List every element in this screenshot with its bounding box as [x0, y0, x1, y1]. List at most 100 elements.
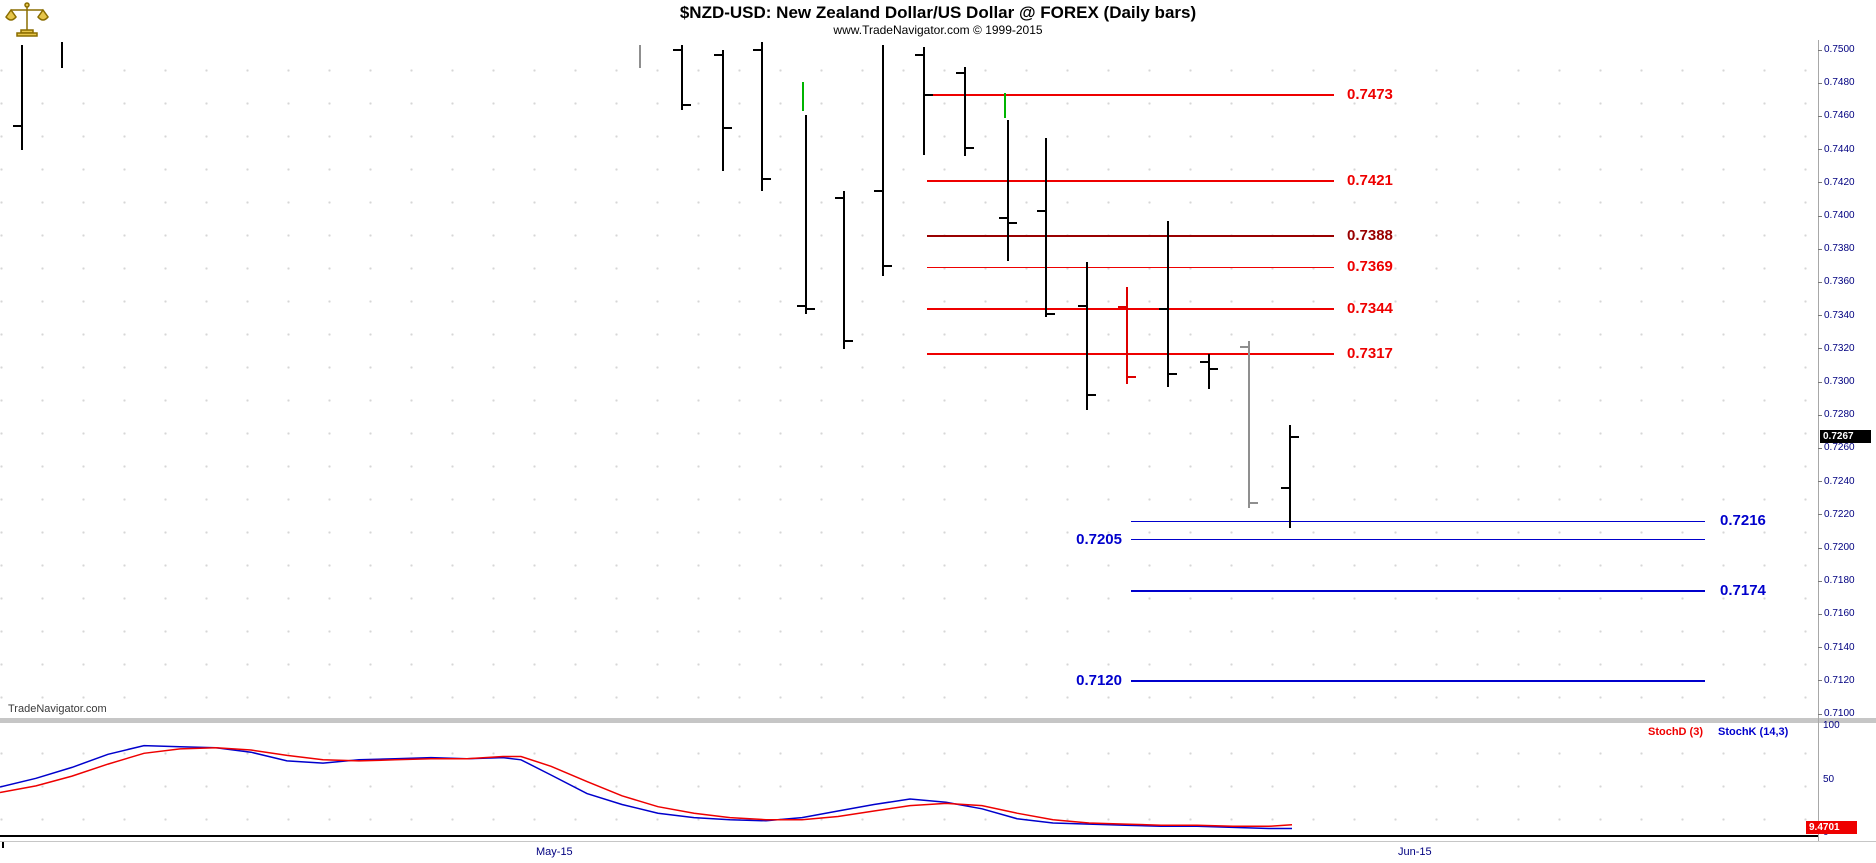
price-axis-tick: [1818, 680, 1822, 682]
price-bar-close-tick: [1047, 312, 1055, 315]
price-bar-open-tick: [1037, 210, 1045, 213]
price-axis-label: 0.7360: [1824, 276, 1855, 288]
price-axis-label: 0.7500: [1824, 44, 1855, 55]
legend-stochk[interactable]: StochK (14,3): [1718, 726, 1789, 738]
price-bar: [1208, 353, 1210, 389]
price-axis-tick: [1818, 547, 1822, 549]
support-line[interactable]: [1131, 590, 1705, 592]
price-axis-label: 0.7340: [1824, 309, 1855, 321]
resistance-level-label[interactable]: 0.7344: [1347, 299, 1393, 317]
price-bar-open-tick: [874, 190, 882, 193]
price-bar: [882, 45, 884, 276]
price-axis-tick: [1818, 647, 1822, 649]
support-level-label[interactable]: 0.7174: [1720, 582, 1766, 600]
price-bar-close-tick: [1088, 394, 1096, 397]
price-axis-label: 0.7320: [1824, 342, 1855, 354]
price-bar-open-tick: [1078, 304, 1086, 307]
resistance-line[interactable]: [927, 353, 1334, 355]
price-axis-label: 0.7180: [1824, 575, 1855, 587]
stoch-zero-line: [0, 835, 1818, 837]
price-bar: [722, 50, 724, 172]
price-bar-close-tick: [1250, 502, 1258, 505]
price-bar: [805, 114, 807, 314]
price-bar-close-tick: [724, 127, 732, 130]
price-bar: [639, 45, 641, 69]
price-axis-tick: [1818, 82, 1822, 84]
time-axis-label-may: May-15: [536, 846, 573, 858]
price-bar-close-tick: [1009, 221, 1017, 224]
resistance-line[interactable]: [927, 180, 1334, 182]
price-bar-open-tick: [797, 304, 805, 307]
resistance-level-label[interactable]: 0.7473: [1347, 85, 1393, 103]
chart-title: $NZD-USD: New Zealand Dollar/US Dollar @…: [679, 3, 1197, 22]
price-axis-tick: [1818, 315, 1822, 317]
stochd-line[interactable]: [0, 747, 1293, 828]
price-bar: [1167, 220, 1169, 387]
time-axis[interactable]: May-15 Jun-15: [0, 842, 1876, 863]
time-axis-tick: [2, 842, 4, 848]
support-line[interactable]: [1131, 538, 1705, 541]
resistance-level-label[interactable]: 0.7317: [1347, 344, 1393, 362]
price-axis-label: 0.7420: [1824, 176, 1855, 188]
price-bar-open-tick: [1159, 307, 1167, 310]
price-bar-open-tick: [915, 53, 923, 56]
price-chart-panel[interactable]: [0, 40, 1818, 718]
price-axis-tick: [1818, 580, 1822, 582]
stoch-axis-100: 100: [1823, 720, 1840, 731]
stochk-line[interactable]: [0, 744, 1292, 830]
support-line[interactable]: [1131, 520, 1705, 523]
price-bar-open-tick: [1281, 487, 1289, 490]
price-axis-tick: [1818, 414, 1822, 416]
resistance-level-label[interactable]: 0.7421: [1347, 172, 1393, 190]
resistance-line[interactable]: [927, 235, 1334, 237]
price-bar: [1004, 93, 1006, 119]
price-bar-close-tick: [1210, 367, 1218, 370]
resistance-line[interactable]: [927, 94, 1334, 96]
price-axis-tick: [1818, 381, 1822, 383]
support-level-label[interactable]: 0.7216: [1720, 512, 1766, 530]
resistance-level-label[interactable]: 0.7388: [1347, 226, 1393, 244]
panel-separator: [0, 718, 1876, 723]
price-bar-close-tick: [925, 93, 933, 96]
scales-icon: [5, 2, 49, 37]
price-bar-close-tick: [845, 339, 853, 342]
resistance-line[interactable]: [927, 266, 1334, 269]
tradenavigator-logo: [4, 1, 52, 39]
stochastic-panel[interactable]: [0, 723, 1818, 835]
price-axis-label: 0.7160: [1824, 608, 1855, 620]
price-bar-open-tick: [1240, 346, 1248, 349]
resistance-line[interactable]: [927, 308, 1334, 310]
price-bar-close-tick: [884, 264, 892, 267]
price-axis-tick: [1818, 481, 1822, 483]
price-axis-border: [1818, 40, 1819, 841]
support-level-label[interactable]: 0.7120: [1076, 671, 1122, 689]
price-bar-close-tick: [763, 178, 771, 181]
price-bar-open-tick: [1200, 361, 1208, 364]
time-axis-border: [0, 841, 1876, 842]
price-axis-label: 0.7480: [1824, 77, 1855, 89]
price-bar-close-tick: [683, 103, 691, 106]
price-bar: [61, 41, 63, 69]
price-axis-label: 0.7240: [1824, 475, 1855, 487]
price-bar-open-tick: [13, 125, 21, 128]
price-axis-tick: [1818, 149, 1822, 151]
price-axis-tick: [1818, 248, 1822, 250]
legend-stochd[interactable]: StochD (3): [1648, 726, 1703, 738]
price-axis-tick: [1818, 447, 1822, 449]
price-bar: [964, 66, 966, 157]
price-axis-label: 0.7280: [1824, 409, 1855, 421]
price-axis-tick: [1818, 49, 1822, 51]
price-axis-label: 0.7380: [1824, 243, 1855, 255]
price-bar-open-tick: [835, 196, 843, 199]
price-axis-label: 0.7120: [1824, 674, 1855, 686]
resistance-level-label[interactable]: 0.7369: [1347, 258, 1393, 276]
price-bar-open-tick: [1118, 306, 1126, 309]
price-bar: [681, 45, 683, 110]
price-axis-tick: [1818, 182, 1822, 184]
price-axis-tick: [1818, 713, 1822, 715]
price-bar-open-tick: [753, 49, 761, 51]
support-line[interactable]: [1131, 680, 1705, 682]
support-level-label[interactable]: 0.7205: [1076, 530, 1122, 548]
stoch-axis-50: 50: [1823, 774, 1835, 785]
